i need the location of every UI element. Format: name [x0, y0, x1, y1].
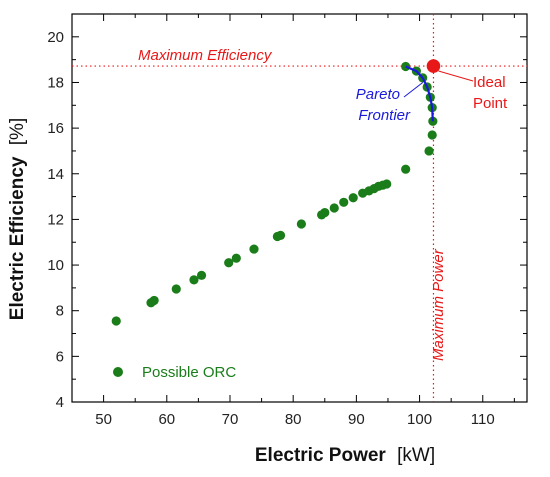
y-axis-title: Electric Efficiency [%]	[7, 118, 28, 320]
y-axis-label: Electric Efficiency	[7, 156, 28, 320]
x-tick-label: 50	[95, 411, 112, 428]
x-tick-label: 100	[407, 411, 432, 428]
ideal-leader-line	[438, 70, 474, 82]
y-tick-label: 20	[47, 29, 64, 46]
y-tick-label: 4	[56, 394, 64, 411]
data-point	[329, 203, 339, 213]
plot-area: 50 60 70 80 90 100 110 4 6 8 10 12 14 16 18 20	[47, 13, 528, 428]
data-point	[275, 230, 286, 240]
data-point	[224, 258, 234, 268]
data-point	[189, 275, 199, 285]
y-tick-label: 18	[47, 74, 64, 91]
pareto-label-line1: Pareto	[356, 86, 400, 103]
data-point	[401, 61, 411, 72]
y-tick-label: 16	[47, 120, 64, 137]
pareto-frontier-line	[405, 65, 434, 122]
y-axis-unit: [%]	[7, 118, 28, 145]
ideal-point	[426, 59, 441, 73]
pareto-leader-line	[403, 82, 424, 98]
y-tick-label: 14	[47, 166, 64, 183]
data-point	[427, 130, 437, 140]
x-tick-label: 110	[471, 411, 495, 428]
y-tick-label: 12	[47, 211, 64, 228]
x-axis-label: Electric Power	[255, 445, 387, 466]
x-axis-title: Electric Power [kW]	[255, 445, 435, 466]
data-point	[339, 197, 349, 207]
data-point	[249, 244, 259, 254]
y-tick-label: 6	[56, 348, 64, 365]
data-point	[111, 316, 121, 326]
data-point	[348, 193, 358, 203]
data-point	[171, 284, 181, 294]
max-power-label: Maximum Power	[430, 248, 447, 361]
x-tick-label: 90	[348, 411, 365, 428]
data-point	[424, 146, 434, 156]
x-tick-label: 60	[158, 411, 175, 428]
ideal-label-line2: Point	[473, 95, 508, 112]
y-tick-label: 8	[56, 303, 64, 320]
data-point	[231, 253, 241, 263]
data-point	[401, 164, 411, 174]
legend-marker	[113, 367, 123, 377]
y-tick-label: 10	[47, 257, 64, 274]
data-point	[296, 219, 306, 229]
x-tick-label: 80	[285, 411, 302, 428]
pareto-label-line2: Frontier	[358, 107, 411, 124]
data-point	[196, 270, 207, 280]
data-point	[382, 179, 392, 189]
data-point	[320, 207, 330, 218]
legend-label: Possible ORC	[142, 364, 236, 381]
data-point	[149, 295, 159, 306]
x-tick-label: 70	[222, 411, 239, 428]
x-axis-unit: [kW]	[397, 445, 435, 466]
max-efficiency-label: Maximum Efficiency	[138, 47, 273, 64]
plot-frame	[71, 13, 528, 403]
ideal-label-line1: Ideal	[473, 74, 506, 91]
